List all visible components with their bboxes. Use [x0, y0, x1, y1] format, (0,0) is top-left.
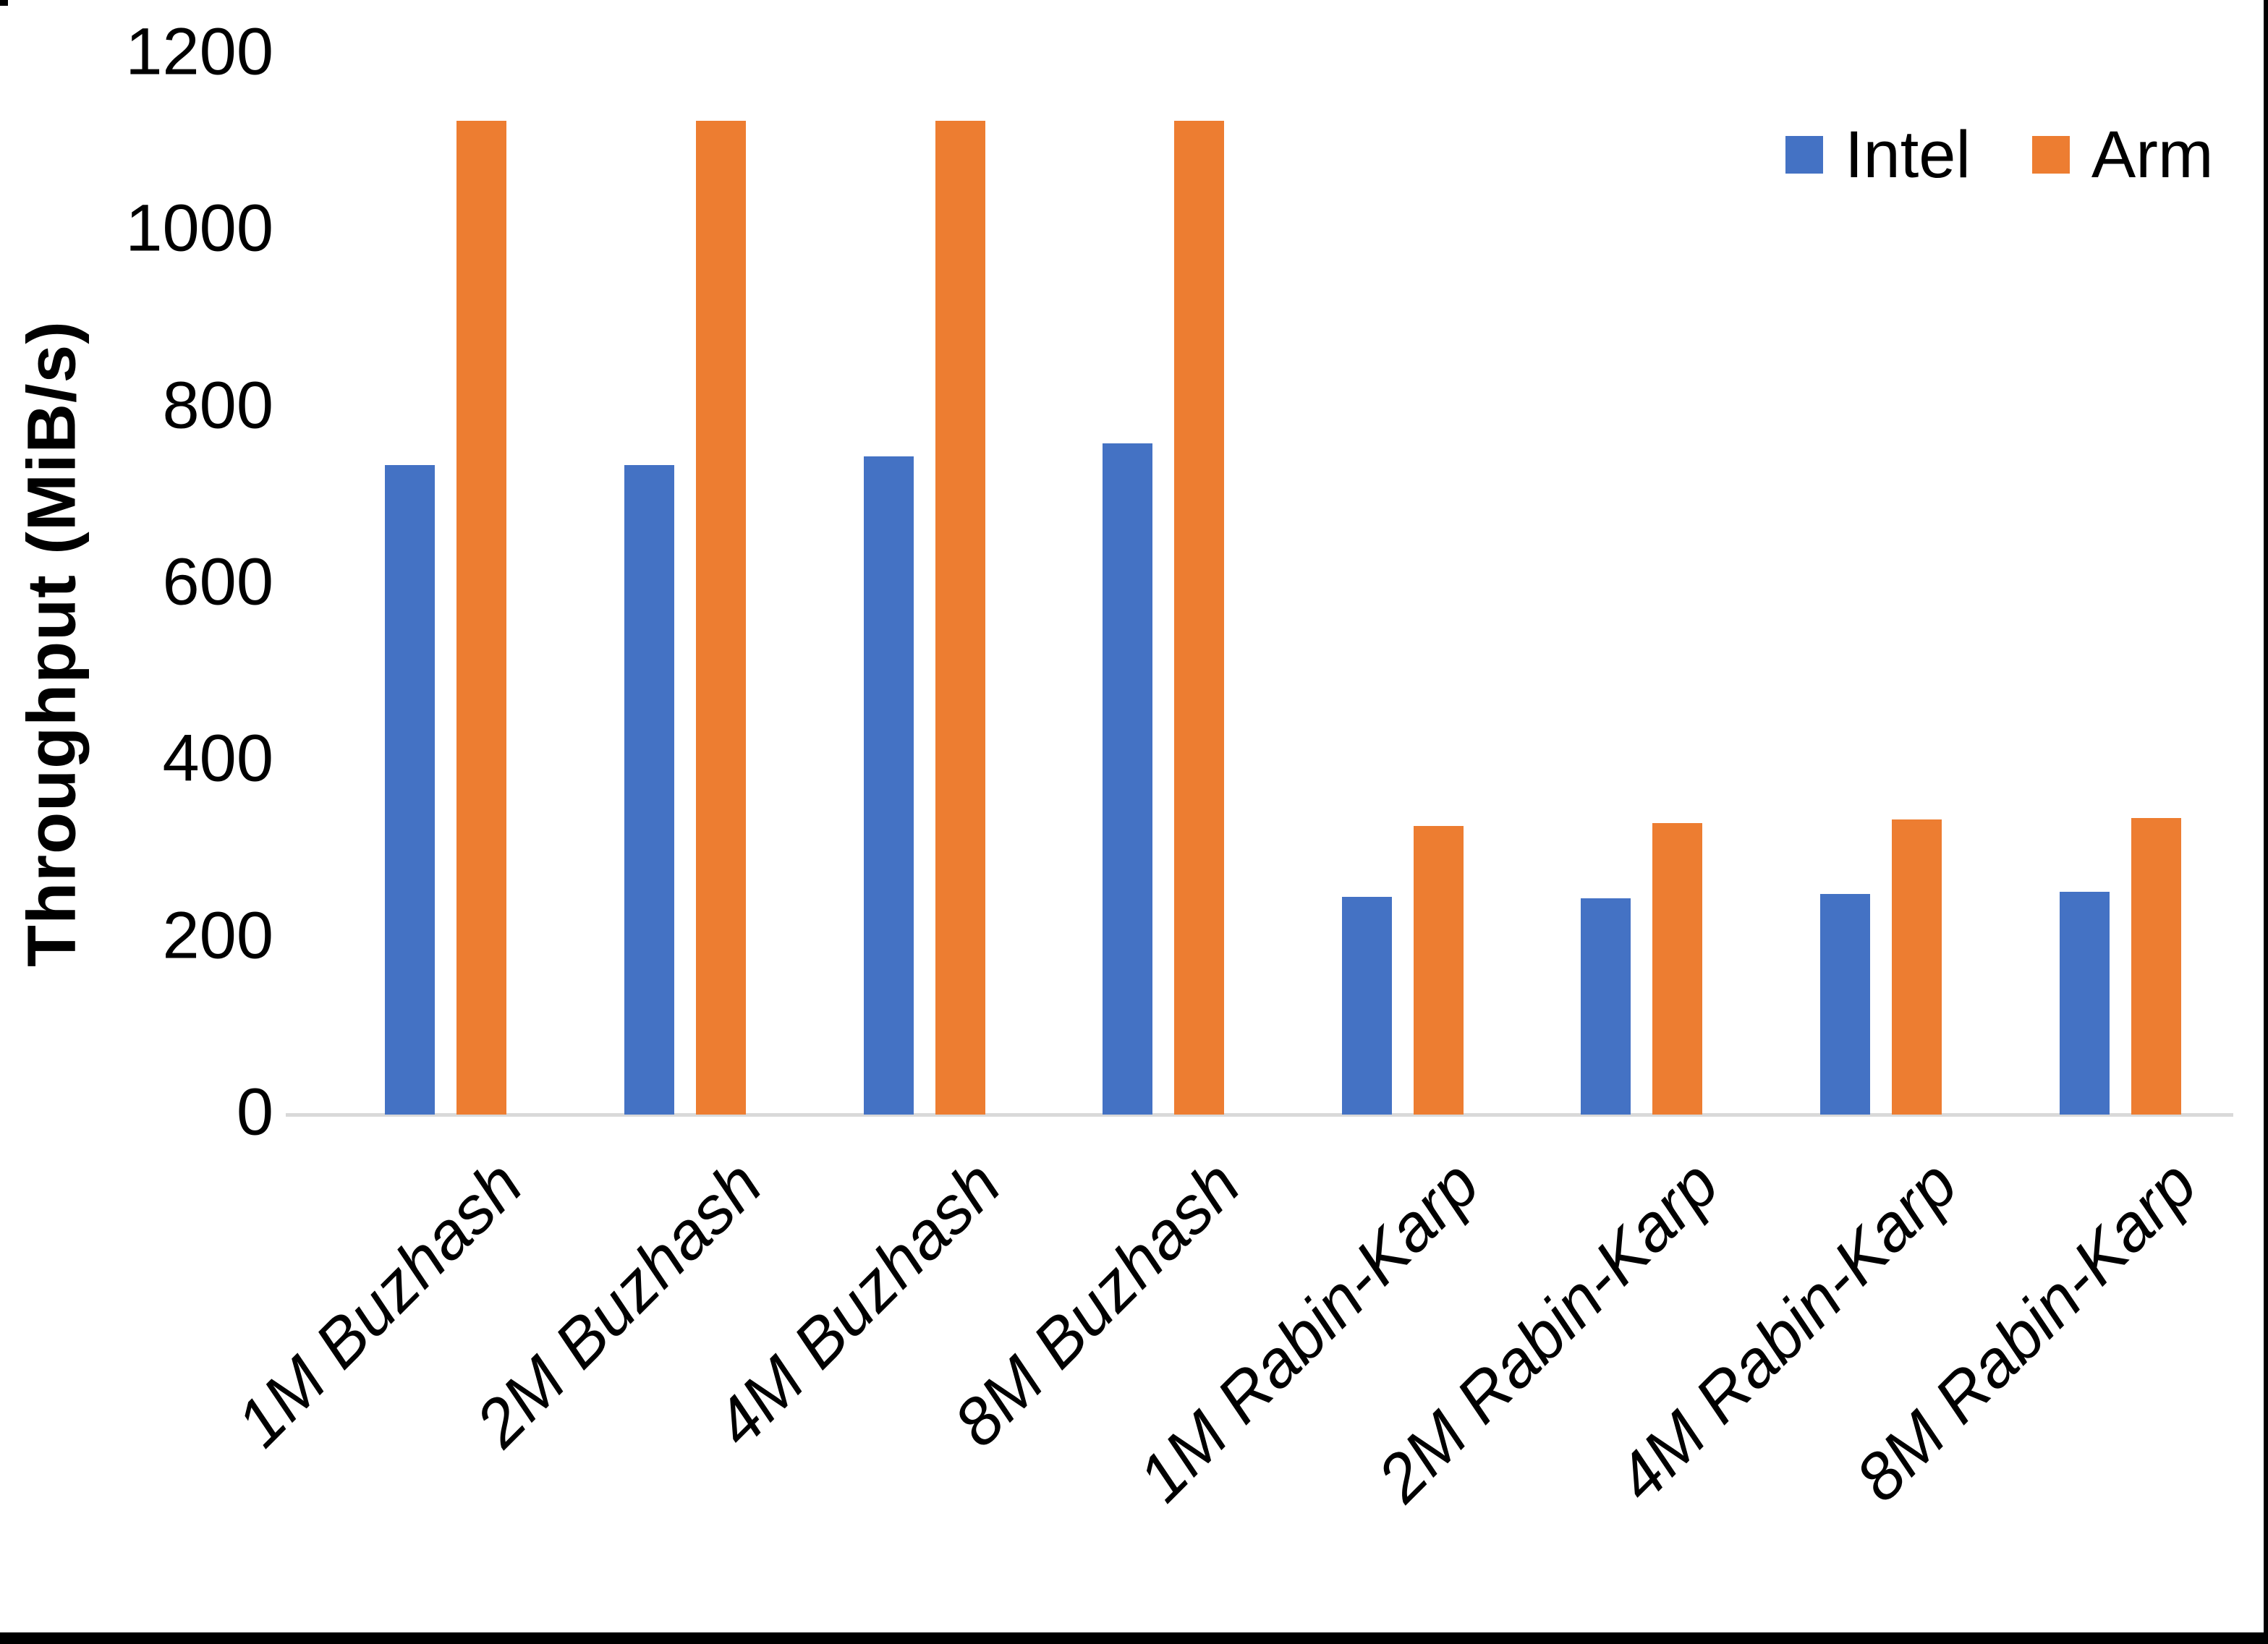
y-tick-1200: 1200	[125, 14, 273, 89]
intel-bar-2m-buzhash	[624, 465, 674, 1115]
legend-item-arm: Arm	[2031, 118, 2214, 192]
intel-legend-swatch-icon	[1785, 136, 1823, 174]
frame-corner-mark	[0, 0, 8, 6]
intel-bar-4m-rabin-karp	[1819, 893, 1870, 1115]
arm-bar-1m-rabin-karp	[1413, 825, 1464, 1115]
arm-bar-4m-buzhash	[935, 120, 985, 1115]
y-tick-0: 0	[236, 1075, 273, 1149]
arm-legend-swatch-icon	[2031, 136, 2070, 174]
legend-item-intel: Intel	[1785, 122, 1971, 188]
intel-bar-1m-rabin-karp	[1341, 897, 1392, 1115]
y-tick-1000: 1000	[125, 191, 273, 265]
y-tick-800: 800	[162, 367, 274, 442]
legend: Intel Arm	[1785, 122, 2214, 188]
intel-bar-1m-buzhash	[385, 465, 436, 1115]
frame-right-border	[2264, 0, 2268, 1644]
intel-bar-4m-buzhash	[863, 456, 914, 1115]
intel-bar-8m-rabin-karp	[2059, 892, 2110, 1115]
intel-bar-8m-buzhash	[1103, 443, 1153, 1115]
arm-bar-2m-rabin-karp	[1652, 822, 1703, 1115]
intel-bar-2m-rabin-karp	[1581, 898, 1631, 1115]
x-axis-line	[286, 1113, 2233, 1117]
arm-bar-2m-buzhash	[695, 120, 746, 1115]
legend-label-arm: Arm	[2091, 118, 2214, 192]
y-tick-200: 200	[162, 898, 274, 972]
frame-bottom-border	[0, 1632, 2268, 1644]
arm-bar-8m-buzhash	[1174, 120, 1225, 1115]
arm-bar-1m-buzhash	[456, 120, 507, 1115]
y-tick-400: 400	[162, 721, 274, 796]
arm-bar-4m-rabin-karp	[1891, 819, 1942, 1115]
legend-label-intel: Intel	[1845, 118, 1971, 192]
arm-bar-8m-rabin-karp	[2131, 817, 2181, 1115]
y-tick-600: 600	[162, 545, 274, 619]
